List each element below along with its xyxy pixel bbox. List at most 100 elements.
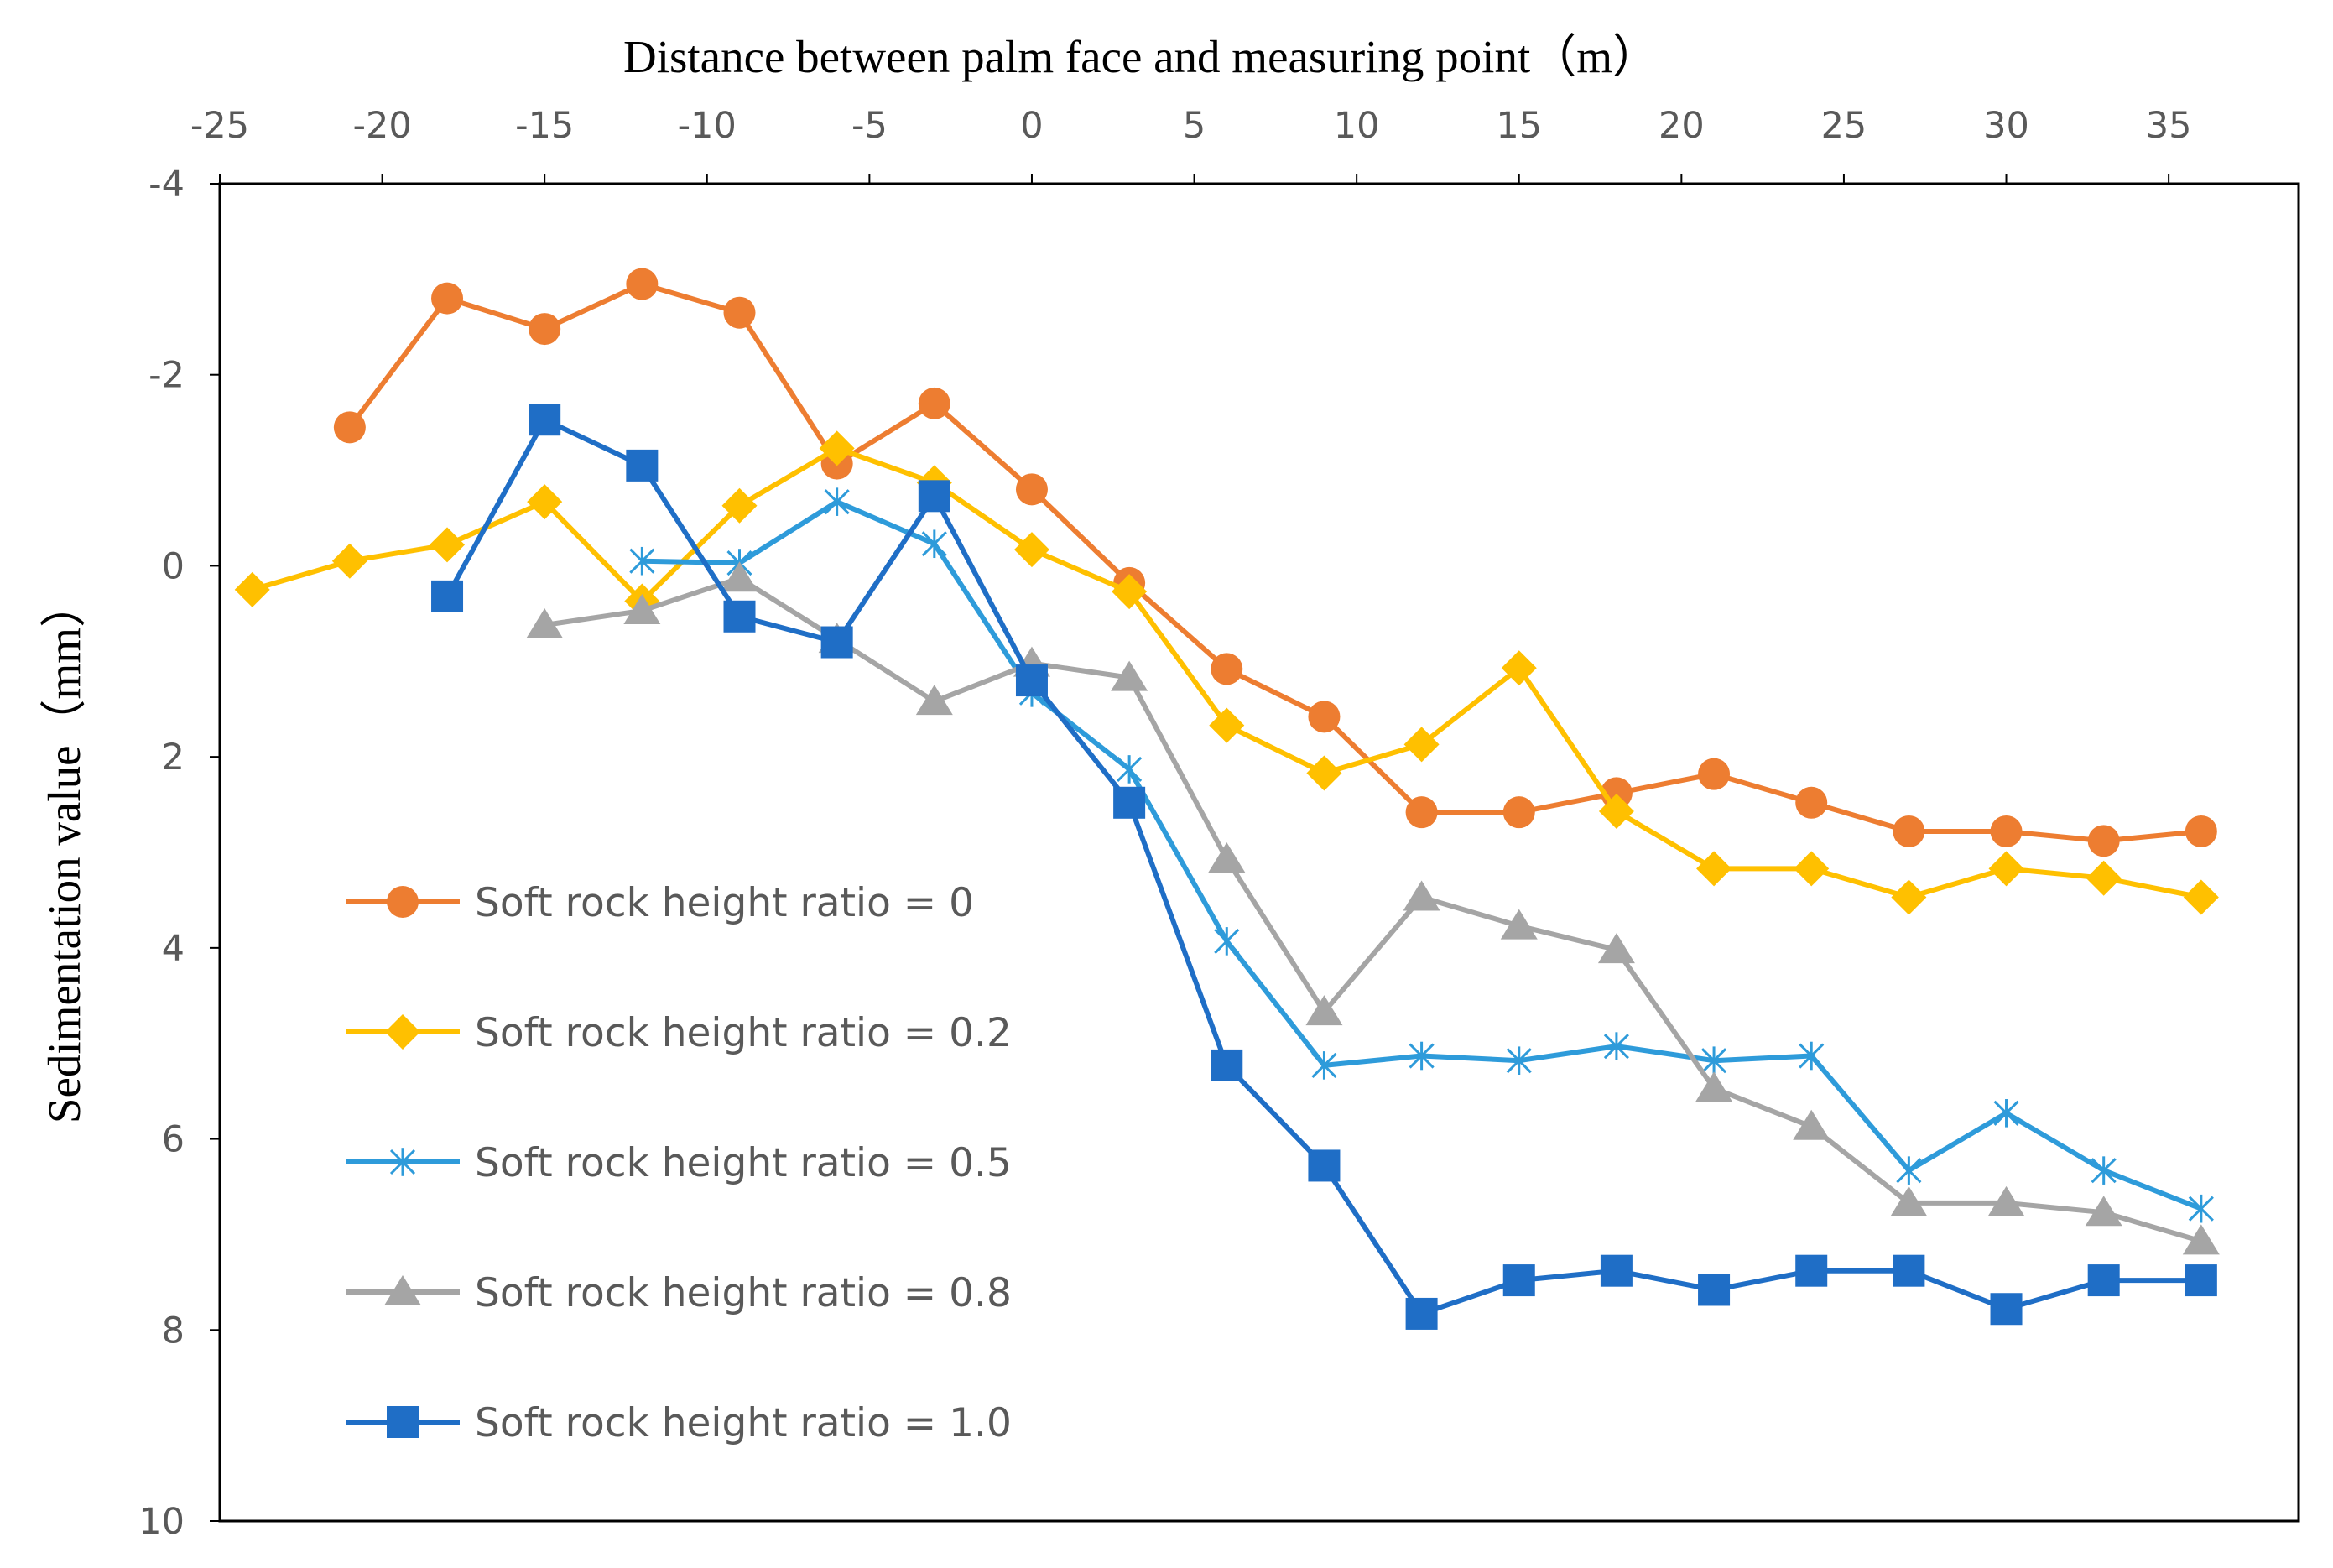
x-tick-label: 20	[1659, 105, 1705, 147]
data-point	[1988, 851, 2024, 887]
series-4	[431, 404, 2217, 1330]
legend-item: Soft rock height ratio = 0.5	[346, 1140, 1012, 1186]
data-point	[1214, 927, 1240, 956]
data-point	[824, 487, 850, 516]
data-point	[1502, 796, 1535, 829]
data-point	[723, 600, 756, 633]
data-point	[234, 571, 270, 607]
data-point	[2087, 825, 2120, 857]
data-point	[1695, 1071, 1733, 1102]
x-tick-label: 0	[1020, 105, 1043, 147]
data-point	[1993, 1099, 2019, 1128]
data-point	[1896, 1156, 1922, 1185]
series-line	[544, 576, 2202, 1244]
data-point	[529, 404, 561, 436]
data-point	[2182, 1224, 2220, 1255]
data-point	[526, 608, 564, 639]
data-point	[1015, 473, 1048, 506]
data-point	[1403, 727, 1440, 763]
y-tick-label: 8	[162, 1310, 185, 1352]
data-point	[1890, 1185, 1928, 1216]
data-point	[1308, 701, 1341, 733]
data-point	[1015, 664, 1048, 697]
legend-label: Soft rock height ratio = 0.8	[475, 1270, 1012, 1316]
data-point	[1990, 1293, 2023, 1326]
data-point	[1795, 786, 1828, 819]
data-point	[1506, 1046, 1532, 1076]
x-tick-label: -15	[515, 105, 574, 147]
data-point	[1794, 851, 1830, 887]
series-layer	[234, 268, 2220, 1330]
data-point	[1893, 1254, 1925, 1287]
data-point	[1600, 1254, 1633, 1287]
legend-marker	[384, 1275, 421, 1305]
data-point	[1409, 1041, 1435, 1071]
data-point	[1795, 1254, 1828, 1287]
data-point	[723, 296, 756, 329]
data-point	[1701, 1046, 1727, 1076]
legend-item: Soft rock height ratio = 1.0	[346, 1400, 1012, 1446]
data-point	[431, 282, 464, 315]
legend-marker	[387, 886, 419, 918]
legend-label: Soft rock height ratio = 1.0	[475, 1400, 1012, 1446]
data-point	[2185, 1264, 2217, 1297]
data-point	[820, 626, 853, 659]
data-point	[1893, 815, 1925, 847]
data-point	[431, 580, 464, 612]
legend-item: Soft rock height ratio = 0.2	[346, 1010, 1012, 1056]
x-tick-label: 25	[1821, 105, 1867, 147]
data-point	[1211, 1049, 1243, 1081]
data-point	[2087, 1264, 2120, 1297]
x-tick-label: 15	[1496, 105, 1542, 147]
legend-marker	[389, 1148, 416, 1176]
y-axis: -4 -2 0 2 4 6 8 10	[138, 164, 220, 1543]
data-point	[1698, 1274, 1731, 1306]
data-point	[2188, 1194, 2214, 1223]
x-tick-label: 30	[1983, 105, 2029, 147]
y-tick-label: 0	[162, 545, 185, 587]
data-point	[1990, 815, 2023, 847]
legend-item: Soft rock height ratio = 0	[346, 880, 974, 926]
data-point	[1598, 794, 1634, 830]
data-point	[1405, 1297, 1438, 1330]
data-point	[1698, 758, 1731, 790]
data-point	[918, 387, 950, 419]
data-point	[1603, 1032, 1629, 1060]
data-point	[2085, 1196, 2122, 1227]
legend-marker	[387, 1406, 419, 1438]
x-tick-label: -5	[851, 105, 888, 147]
data-point	[2185, 815, 2217, 847]
x-tick-label: -20	[352, 105, 411, 147]
x-axis-title: Distance between palm face and measuring…	[623, 31, 1659, 82]
data-point	[1113, 786, 1146, 819]
series-0	[333, 268, 2217, 857]
data-point	[1987, 1185, 2025, 1216]
legend: Soft rock height ratio = 0 Soft rock heig…	[346, 880, 1012, 1446]
y-axis-title: Sedimentation value（mm）	[39, 581, 90, 1123]
data-point	[921, 529, 947, 559]
data-point	[331, 543, 367, 579]
x-tick-label: 10	[1334, 105, 1380, 147]
data-point	[1211, 653, 1243, 685]
legend-marker	[385, 1014, 420, 1050]
data-point	[721, 561, 758, 592]
data-point	[1793, 1109, 1830, 1140]
data-point	[819, 430, 855, 466]
x-tick-label: -10	[678, 105, 737, 147]
data-point	[626, 268, 659, 300]
data-point	[430, 527, 466, 563]
data-point	[721, 487, 758, 524]
data-point	[1696, 851, 1732, 887]
data-point	[1501, 650, 1537, 686]
data-point	[529, 313, 561, 346]
legend-label: Soft rock height ratio = 0.5	[475, 1140, 1012, 1186]
legend-label: Soft rock height ratio = 0.2	[475, 1010, 1012, 1056]
series-2	[629, 487, 2214, 1223]
data-point	[1306, 755, 1342, 791]
y-tick-label: 6	[162, 1119, 185, 1161]
data-point	[626, 449, 659, 482]
x-tick-label: 5	[1183, 105, 1206, 147]
legend-item: Soft rock height ratio = 0.8	[346, 1270, 1012, 1316]
y-tick-label: 10	[138, 1501, 185, 1543]
data-point	[1305, 995, 1343, 1026]
